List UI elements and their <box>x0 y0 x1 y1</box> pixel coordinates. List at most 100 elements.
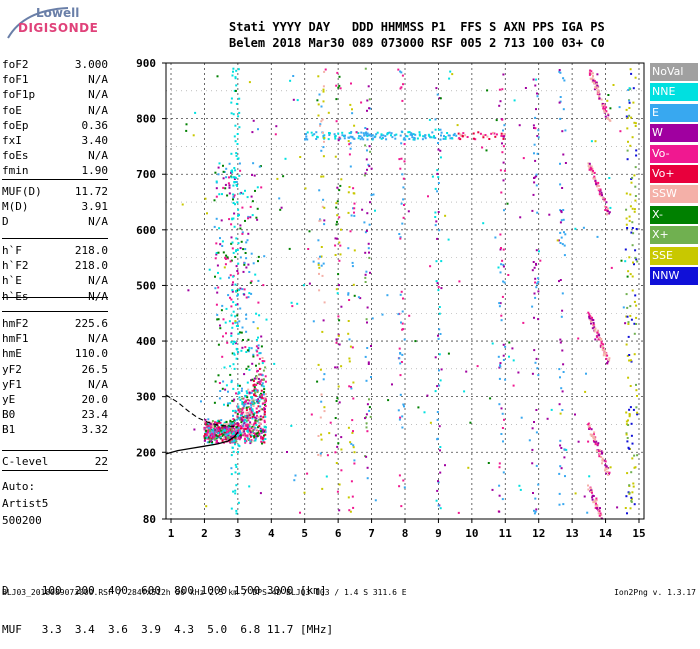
echo-point <box>602 347 605 349</box>
echo-point <box>339 87 342 90</box>
echo-point <box>538 250 540 253</box>
echo-point <box>603 205 606 208</box>
echo-point <box>558 492 561 495</box>
echo-point <box>223 171 226 173</box>
echo-point <box>225 176 228 179</box>
echo-point <box>317 435 320 437</box>
echo-point <box>219 324 221 327</box>
x-tick-label: 15 <box>632 527 645 540</box>
echo-point <box>536 152 539 155</box>
echo-point <box>215 424 218 427</box>
echo-point <box>318 272 320 275</box>
echo-point <box>235 290 237 293</box>
echo-point <box>400 142 403 145</box>
echo-point <box>317 363 320 366</box>
autoscaling-version: 500200 <box>2 514 42 527</box>
echo-point <box>591 496 594 499</box>
echo-point <box>461 135 464 138</box>
echo-point <box>499 233 502 236</box>
echo-point <box>259 492 262 495</box>
echo-point <box>185 123 188 126</box>
echo-point <box>225 433 228 436</box>
echo-point <box>231 74 234 77</box>
echo-point <box>264 438 267 440</box>
echo-point <box>213 437 216 440</box>
param-row: foF1 N/A <box>2 72 108 87</box>
echo-point <box>323 406 326 409</box>
echo-point <box>305 135 308 138</box>
echo-point <box>213 431 216 434</box>
echo-point <box>252 353 255 356</box>
echo-point <box>501 427 504 429</box>
echo-point <box>231 440 234 443</box>
echo-point <box>233 135 236 138</box>
echo-point <box>227 182 230 185</box>
echo-point <box>225 420 228 423</box>
echo-point <box>592 318 594 321</box>
echo-point <box>605 106 608 109</box>
echo-point <box>234 89 237 92</box>
echo-point <box>439 449 441 452</box>
echo-point <box>304 187 307 190</box>
echo-point <box>633 503 636 506</box>
echo-point <box>262 439 265 442</box>
echo-point <box>216 435 219 438</box>
echo-point <box>364 276 367 279</box>
echo-point <box>282 175 285 178</box>
echo-point <box>359 138 362 141</box>
echo-point <box>595 83 598 86</box>
echo-point <box>370 376 372 378</box>
echo-point <box>231 326 234 329</box>
echo-point <box>606 362 609 365</box>
echo-point <box>395 133 398 136</box>
echo-point <box>226 423 229 426</box>
echo-point <box>212 428 215 431</box>
echo-point <box>561 187 564 189</box>
echo-point <box>334 135 337 138</box>
echo-point <box>250 411 253 414</box>
echo-point <box>601 103 604 105</box>
echo-point <box>237 325 239 327</box>
echo-point <box>209 435 212 438</box>
x-tick-label: 9 <box>435 527 442 540</box>
echo-point <box>628 215 631 218</box>
echo-point <box>253 377 256 380</box>
echo-point <box>500 433 503 435</box>
echo-point <box>424 137 427 140</box>
echo-point <box>594 177 597 180</box>
echo-point <box>260 389 263 392</box>
echo-point <box>379 136 382 139</box>
echo-point <box>215 303 218 306</box>
echo-point <box>237 115 240 118</box>
echo-point <box>590 73 593 76</box>
echo-point <box>595 440 598 443</box>
echo-point <box>561 349 564 352</box>
echo-point <box>418 133 421 136</box>
echo-point <box>559 71 562 74</box>
echo-point <box>230 334 233 337</box>
echo-point <box>348 143 351 146</box>
param-label: foEp <box>2 118 29 132</box>
echo-point <box>558 403 561 406</box>
echo-point <box>589 433 592 436</box>
echo-point <box>594 327 597 330</box>
echo-point <box>220 427 223 429</box>
echo-point <box>632 482 635 485</box>
echo-point <box>353 294 356 297</box>
echo-point <box>237 392 240 395</box>
echo-point <box>337 333 340 336</box>
param-value: 20.0 <box>81 393 109 406</box>
echo-point <box>398 474 401 477</box>
echo-point <box>254 439 257 442</box>
echo-point <box>208 268 211 271</box>
echo-point <box>257 398 260 401</box>
echo-point <box>607 212 610 215</box>
y-tick-label: 700 <box>136 168 156 181</box>
echo-point <box>502 179 505 182</box>
echo-point <box>506 202 509 205</box>
echo-point <box>536 211 539 214</box>
echo-point <box>239 227 242 230</box>
y-tick-label: 600 <box>136 224 156 237</box>
echo-point <box>596 86 599 89</box>
echo-point <box>503 281 506 284</box>
